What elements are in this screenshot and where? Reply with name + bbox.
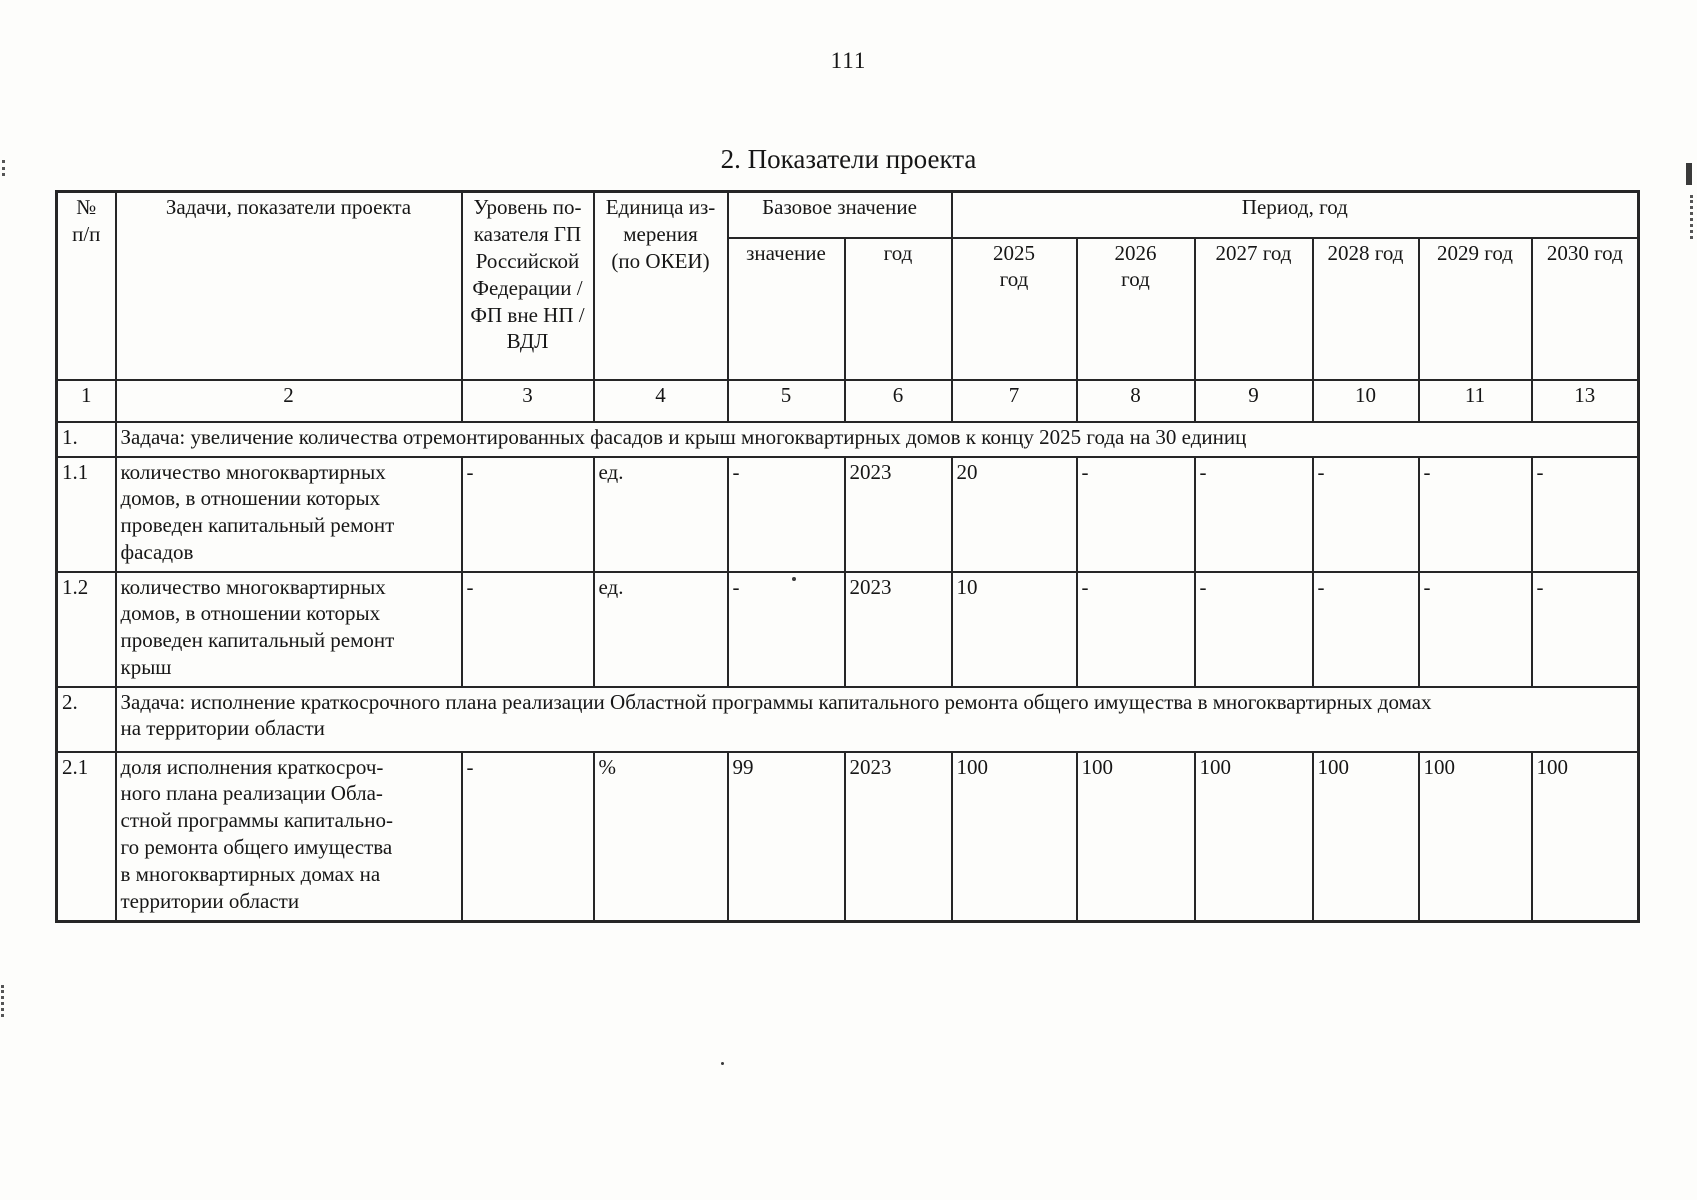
cell-year-value: - [1311,570,1420,688]
cell-year-value: 100 [1530,750,1640,923]
col-number: 1 [55,378,117,423]
cell-year-value: - [1417,570,1533,688]
cell-base-year: 2023 [843,750,953,923]
col-number: 10 [1311,378,1420,423]
cell-task-text: Задача: увеличение количества отремонтир… [114,420,1640,458]
indicators-table: № п/п Задачи, показатели проекта Уровень… [55,190,1641,923]
header-row-top: № п/п Задачи, показатели проекта Уровень… [55,190,1640,381]
header-year-2026: 2026 год [1075,236,1196,381]
task-row: 1. Задача: увеличение количества отремон… [55,420,1640,458]
cell-level: - [460,750,595,923]
header-tasks: Задачи, показатели проекта [114,190,463,381]
cell-name: количество многоквартирных домов, в отно… [114,570,463,688]
col-number: 9 [1193,378,1314,423]
col-number: 2 [114,378,463,423]
indicator-row: 2.1 доля исполнения краткосроч- ного пла… [55,750,1640,923]
header-base-value: Базовое значение [726,190,953,239]
cell-year-value: - [1417,455,1533,573]
cell-base-value: - [726,455,846,573]
header-base-value-sub: значение [726,236,846,381]
cell-task-num: 2. [55,685,117,753]
cell-year-value: - [1075,570,1196,688]
cell-year-value: - [1193,455,1314,573]
cell-year-value: - [1530,570,1640,688]
cell-base-year: 2023 [843,455,953,573]
col-number: 13 [1530,378,1640,423]
header-row-sub: значение год 2025 год 2026 год 2027 год … [57,236,1640,381]
scan-artifact-left-top [2,160,5,176]
cell-base-value: - [726,570,846,688]
cell-year-value: - [1193,570,1314,688]
cell-year-value: - [1530,455,1640,573]
cell-unit: ед. [592,455,729,573]
page-number: 111 [830,48,867,73]
indicator-row: 1.2 количество многоквартирных домов, в … [55,570,1640,688]
header-year-2029: 2029 год [1417,236,1533,381]
col-number: 3 [460,378,595,423]
cell-unit: % [592,750,729,923]
cell-num: 1.1 [55,455,117,573]
header-year-2030: 2030 год [1530,236,1640,381]
cell-base-value: 99 [726,750,846,923]
cell-year-value: 100 [1417,750,1533,923]
cell-year-value: 100 [1075,750,1196,923]
scan-artifact-dot [721,1062,724,1065]
col-number: 11 [1417,378,1533,423]
task-row: 2. Задача: исполнение краткосрочного пла… [55,685,1640,753]
cell-name: количество многоквартирных домов, в отно… [114,455,463,573]
cell-base-year: 2023 [843,570,953,688]
cell-year-value: - [1311,455,1420,573]
cell-year-value: 100 [1193,750,1314,923]
scan-artifact-right-dashes [1690,195,1693,239]
cell-name: доля исполнения краткосроч- ного плана р… [114,750,463,923]
cell-num: 2.1 [55,750,117,923]
col-number: 8 [1075,378,1196,423]
cell-num: 1.2 [55,570,117,688]
cell-task-text: Задача: исполнение краткосрочного плана … [114,685,1640,753]
cell-year-value: 20 [950,455,1078,573]
header-base-year-sub: год [843,236,953,381]
header-year-2028: 2028 год [1311,236,1420,381]
col-number: 5 [726,378,846,423]
scan-artifact-dot [792,577,796,581]
header-period: Период, год [950,190,1640,239]
header-num: № п/п [55,190,117,381]
page-title: 2. Показатели проекта [720,144,977,174]
header-unit: Единица из- мерения (по ОКЕИ) [592,190,729,381]
header-year-2025: 2025 год [950,236,1078,381]
cell-unit: ед. [592,570,729,688]
cell-level: - [460,570,595,688]
header-year-2027: 2027 год [1193,236,1314,381]
cell-level: - [460,455,595,573]
cell-year-value: - [1075,455,1196,573]
scan-artifact-right-blob [1686,163,1692,185]
col-number: 4 [592,378,729,423]
col-number: 7 [950,378,1078,423]
scan-artifact-left-bottom [1,985,4,1017]
cell-year-value: 10 [950,570,1078,688]
cell-year-value: 100 [1311,750,1420,923]
indicator-row: 1.1 количество многоквартирных домов, в … [55,455,1640,573]
cell-year-value: 100 [950,750,1078,923]
header-level: Уровень по- казателя ГП Российской Федер… [460,190,595,381]
col-number: 6 [843,378,953,423]
column-numbers-row: 1 2 3 4 5 6 7 8 9 10 11 13 [55,378,1640,423]
cell-task-num: 1. [55,420,117,458]
